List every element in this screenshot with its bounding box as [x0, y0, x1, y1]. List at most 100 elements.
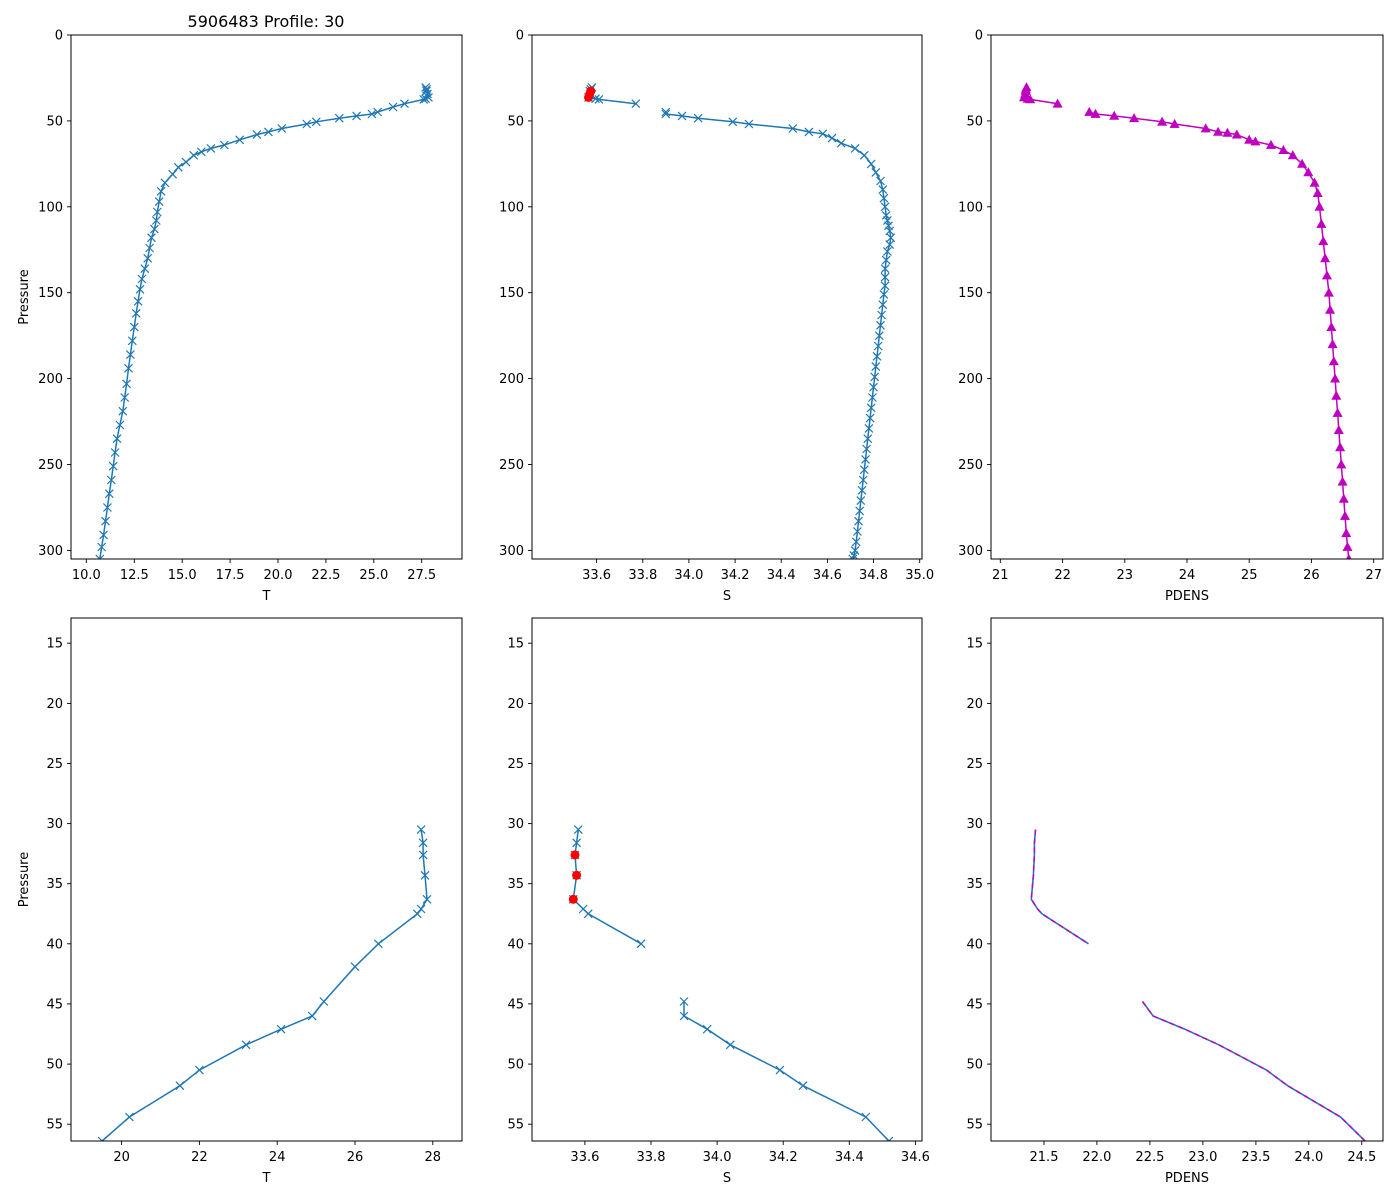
x-axis-label: S: [723, 1171, 731, 1186]
data-point: [1338, 493, 1349, 503]
data-point: [196, 147, 206, 157]
data-point: [1335, 442, 1346, 452]
data-point: [859, 150, 869, 160]
y-tick-label: 0: [516, 29, 524, 44]
panel-bottom-temperature: 20 22 24 26 28 15 20 25 30 35 40 45 50 55 T Pressure: [17, 617, 463, 1186]
x-tick-label: 24: [1179, 568, 1196, 583]
data-point: [1309, 177, 1320, 187]
data-point: [1222, 127, 1233, 137]
data-point: [160, 178, 170, 188]
series-line: [665, 112, 892, 559]
x-tick-label: 34.6: [813, 568, 842, 583]
data-point: [1337, 476, 1348, 486]
data-point: [702, 1024, 712, 1034]
data-point: [112, 434, 122, 444]
data-point: [120, 393, 130, 402]
data-point: [876, 320, 885, 330]
x-tick-label: 12.5: [120, 568, 149, 583]
data-point: [858, 475, 868, 485]
data-point: [1320, 253, 1331, 263]
plot-area: [95, 82, 433, 559]
y-tick-label: 55: [507, 1118, 524, 1133]
data-point: [388, 102, 398, 112]
x-tick-label: 15.0: [168, 568, 197, 583]
data-point: [864, 423, 874, 433]
data-point: [1200, 123, 1211, 133]
data-point: [872, 351, 882, 361]
data-point: [867, 393, 877, 402]
x-tick-label: 35.0: [905, 568, 934, 583]
data-point: [865, 413, 875, 423]
data-point: [101, 516, 110, 526]
axes-frame: [531, 617, 923, 1142]
y-tick-label: 150: [38, 286, 63, 301]
x-tick-label: 34.0: [703, 1150, 732, 1165]
x-tick-label: 24: [269, 1150, 286, 1165]
x-tick-label: 17.5: [216, 568, 245, 583]
plot-area: [97, 825, 432, 1141]
x-tick-label: 23.5: [1241, 1150, 1270, 1165]
data-point: [1297, 158, 1308, 168]
data-point: [127, 336, 137, 346]
series-line: [1030, 829, 1089, 945]
data-point: [881, 210, 891, 220]
data-point: [400, 99, 409, 109]
x-axis-label: T: [262, 1171, 271, 1186]
data-point: [1129, 113, 1140, 123]
data-point: [1265, 139, 1277, 149]
data-point: [863, 434, 873, 444]
data-point: [877, 310, 887, 320]
y-tick-label: 300: [958, 544, 983, 559]
data-point: [373, 939, 383, 949]
data-point: [277, 124, 287, 133]
data-point: [882, 216, 892, 225]
data-point: [744, 119, 754, 129]
y-tick-label: 0: [975, 29, 983, 44]
x-tick-label: 34.2: [769, 1150, 798, 1165]
y-tick-label: 150: [958, 286, 983, 301]
data-point: [206, 143, 216, 153]
series-line: [1141, 1001, 1366, 1141]
y-tick-label: 300: [499, 544, 524, 559]
data-point: [1169, 118, 1180, 128]
data-point: [869, 382, 878, 392]
data-point: [181, 157, 191, 167]
data-point: [302, 119, 312, 129]
x-tick-label: 28: [425, 1150, 442, 1165]
data-point: [99, 530, 109, 540]
y-tick-label: 35: [46, 877, 63, 892]
data-point: [1244, 134, 1255, 144]
y-tick-label: 25: [966, 757, 983, 772]
data-point: [862, 444, 872, 454]
data-point: [572, 838, 582, 848]
x-axis-label: PDENS: [1165, 1171, 1209, 1186]
data-point: [594, 94, 604, 104]
x-tick-label: 27: [1365, 568, 1382, 583]
data-point: [106, 475, 116, 485]
y-tick-label: 250: [958, 458, 983, 473]
data-point: [122, 379, 132, 389]
y-tick-label: 50: [46, 1058, 63, 1073]
data-point: [693, 113, 703, 123]
data-point: [884, 221, 893, 231]
data-point: [135, 284, 145, 294]
x-tick-label: 22: [191, 1150, 208, 1165]
data-point: [1287, 150, 1298, 160]
data-point: [95, 554, 105, 559]
data-point: [334, 113, 344, 123]
data-point: [418, 850, 428, 860]
x-tick-label: 25: [1241, 568, 1258, 583]
data-point: [1314, 201, 1325, 211]
data-point: [1333, 424, 1344, 435]
data-point: [419, 94, 429, 104]
data-point: [102, 503, 112, 512]
data-point: [1332, 407, 1343, 417]
y-tick-label: 40: [507, 937, 524, 952]
data-point: [879, 193, 889, 203]
data-point: [583, 909, 593, 919]
x-tick-label: 27.5: [407, 568, 436, 583]
data-point: [804, 127, 814, 137]
data-point: [124, 363, 133, 373]
series-line: [683, 1001, 890, 1141]
